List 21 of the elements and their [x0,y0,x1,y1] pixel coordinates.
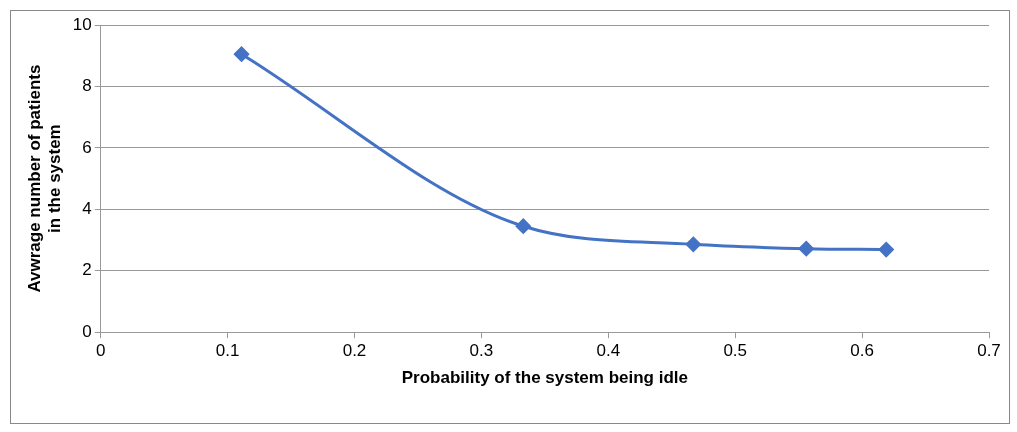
point [234,46,250,62]
x-tick-label: 0.1 [215,341,240,361]
point [798,241,814,257]
x-tick-label: 0.6 [850,341,874,361]
y-tick-label: 10 [72,14,92,34]
x-tick-label: 0.3 [469,341,494,361]
y-tick-label: 6 [82,137,92,157]
point [878,242,894,258]
x-tick-label: 0.7 [977,341,1001,361]
y-axis-title: Avwrage number of patients in the system [24,64,65,293]
y-tick-label: 4 [82,199,92,219]
x-tick-label: 0.5 [723,341,748,361]
y-tick-label: 8 [82,76,92,96]
x-tick-label: 0 [95,341,106,361]
point [685,236,701,252]
x-tick-label: 0.2 [342,341,367,361]
y-tick-label: 2 [82,260,92,280]
x-tick-label: 0.4 [596,341,621,361]
x-axis-title: Probability of the system being idle [401,368,688,388]
y-tick-label: 0 [82,321,92,341]
point [515,218,531,234]
